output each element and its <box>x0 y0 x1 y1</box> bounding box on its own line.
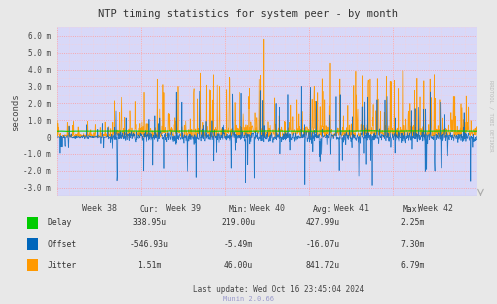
Text: 841.72u: 841.72u <box>306 261 340 270</box>
Text: 46.00u: 46.00u <box>224 261 253 270</box>
Text: 427.99u: 427.99u <box>306 218 340 227</box>
Text: RRDTOOL / TOBI OETIKER: RRDTOOL / TOBI OETIKER <box>489 80 494 151</box>
Text: 1.51m: 1.51m <box>137 261 162 270</box>
Text: Munin 2.0.66: Munin 2.0.66 <box>223 295 274 302</box>
Text: 7.30m: 7.30m <box>400 240 425 249</box>
Text: 219.00u: 219.00u <box>222 218 255 227</box>
Text: Min:: Min: <box>229 205 248 214</box>
Text: -5.49m: -5.49m <box>224 240 253 249</box>
Text: Max:: Max: <box>403 205 422 214</box>
Text: 2.25m: 2.25m <box>400 218 425 227</box>
Text: Delay: Delay <box>47 218 72 227</box>
Text: Jitter: Jitter <box>47 261 77 270</box>
Text: Offset: Offset <box>47 240 77 249</box>
Text: 6.79m: 6.79m <box>400 261 425 270</box>
Text: Cur:: Cur: <box>139 205 159 214</box>
Text: 338.95u: 338.95u <box>132 218 166 227</box>
Text: -16.07u: -16.07u <box>306 240 340 249</box>
Text: Last update: Wed Oct 16 23:45:04 2024: Last update: Wed Oct 16 23:45:04 2024 <box>193 285 364 294</box>
Y-axis label: seconds: seconds <box>11 93 20 130</box>
Text: -546.93u: -546.93u <box>130 240 168 249</box>
Text: NTP timing statistics for system peer - by month: NTP timing statistics for system peer - … <box>98 9 399 19</box>
Text: Avg:: Avg: <box>313 205 333 214</box>
